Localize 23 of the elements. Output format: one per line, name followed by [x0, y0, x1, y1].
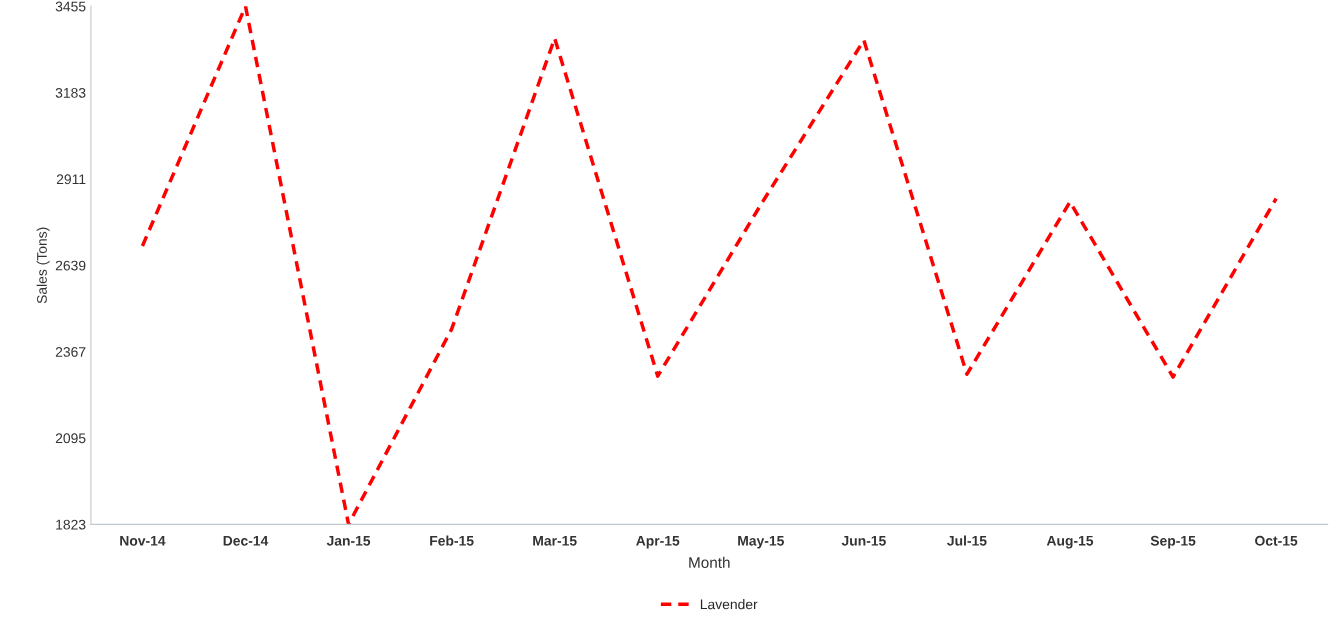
x-tick-label: Dec-14 — [223, 536, 269, 546]
x-tick-label: Aug-15 — [1046, 535, 1094, 549]
x-tick-label: May-15 — [738, 536, 784, 549]
y-tick-label: 1823 — [56, 519, 86, 530]
y-tick-label: 3455 — [55, 1, 86, 12]
y-axis-title: Sales (Tons) — [36, 227, 50, 304]
x-tick-label: Mar-15 — [533, 536, 577, 546]
x-tick-label: Jul-15 — [947, 535, 987, 546]
legend-label: Lavender — [700, 599, 758, 610]
y-tick-label: 2095 — [55, 433, 86, 444]
y-tick-label: 2367 — [55, 347, 86, 357]
x-tick-label: Jun-15 — [841, 536, 886, 546]
x-tick-label: Apr-15 — [636, 536, 680, 549]
x-tick-label: Sep-15 — [1150, 535, 1196, 549]
x-tick-label: Feb-15 — [430, 535, 474, 546]
x-axis-title: Month — [689, 556, 730, 568]
y-tick-label: 2911 — [56, 174, 86, 185]
y-tick-label: 2639 — [55, 260, 86, 271]
x-tick-label: Jan-15 — [326, 536, 371, 546]
x-tick-label: Oct-15 — [1255, 535, 1298, 546]
line-series — [140, 6, 1278, 525]
x-tick-label: Nov-14 — [120, 536, 166, 546]
y-tick-label: 3183 — [55, 87, 86, 98]
